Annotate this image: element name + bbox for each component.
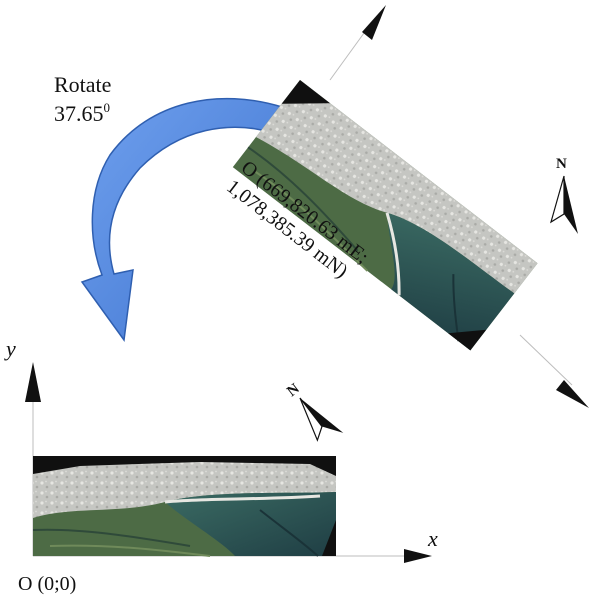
- rotate-label: Rotate: [54, 72, 111, 97]
- north-label: N: [556, 156, 567, 172]
- y-axis-head: [25, 362, 41, 402]
- rotate-angle: 37.650: [54, 100, 110, 126]
- curved-arrow-icon: [80, 97, 283, 342]
- local-satellite-image: [32, 456, 336, 557]
- y-axis-label: y: [4, 336, 16, 361]
- rotated-x-axis: [519, 334, 573, 386]
- rotate-angle-value: 37.65: [54, 101, 104, 126]
- rotated-y-axis-head: [362, 5, 386, 40]
- rotated-scene: N: [232, 5, 589, 408]
- rotated-north-label: N: [284, 381, 302, 400]
- local-scene: y x N O (0;0): [4, 336, 438, 595]
- rotated-satellite-image: [232, 80, 538, 351]
- x-axis-head: [404, 549, 432, 563]
- rotated-north-arrow-icon: N: [284, 381, 344, 442]
- north-arrow-icon: N: [550, 156, 578, 234]
- local-origin-label: O (0;0): [18, 573, 76, 595]
- rotated-x-axis-head: [556, 380, 589, 408]
- x-axis-label: x: [427, 526, 438, 551]
- degree-mark: 0: [104, 100, 111, 115]
